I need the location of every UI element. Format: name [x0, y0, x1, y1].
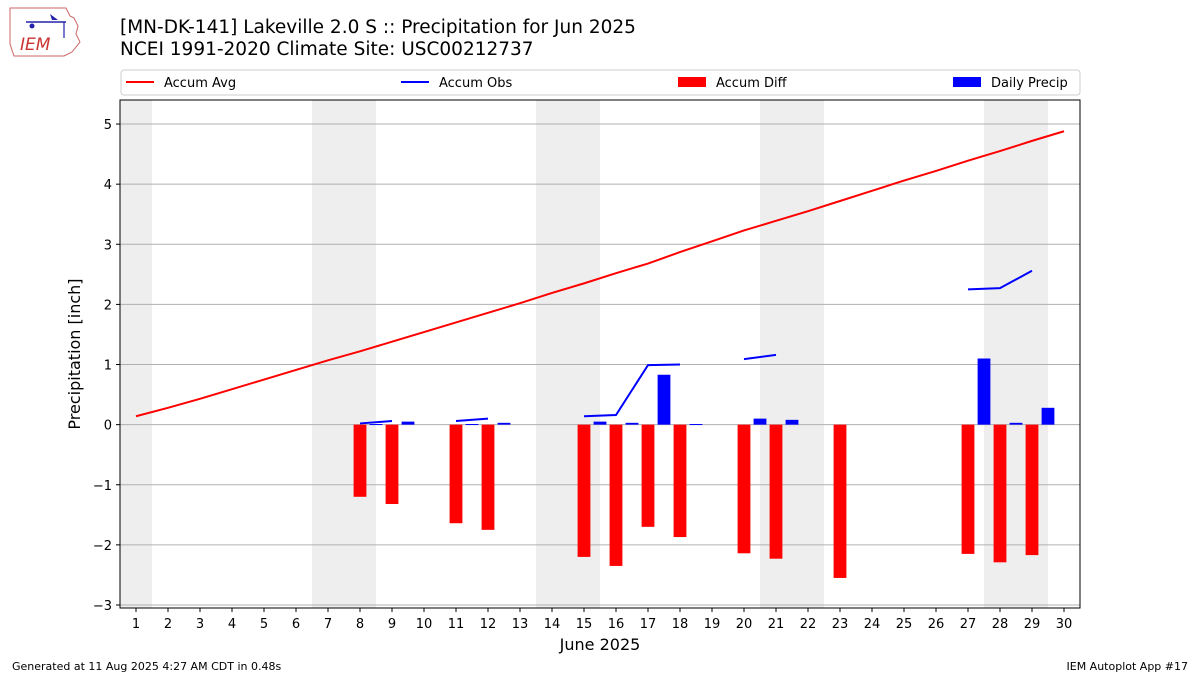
y-tick-label: 3 — [104, 238, 112, 253]
iem-logo: IEM — [6, 4, 82, 64]
daily-precip-bar — [465, 424, 479, 426]
x-tick-label: 28 — [992, 617, 1009, 632]
daily-precip-bar — [369, 424, 383, 426]
x-tick-label: 22 — [800, 617, 817, 632]
daily-precip-legend-label: Daily Precip — [991, 76, 1068, 91]
x-tick-label: 6 — [292, 617, 300, 632]
accum-obs-line — [583, 363, 681, 418]
lines — [135, 130, 1065, 425]
x-tick-label: 26 — [928, 617, 945, 632]
app-label: IEM Autoplot App #17 — [1066, 660, 1189, 673]
x-tick-label: 24 — [864, 617, 881, 632]
x-tick-label: 5 — [260, 617, 268, 632]
accum-diff-bar — [449, 424, 463, 524]
x-tick-label: 3 — [196, 617, 204, 632]
accum-obs-legend-label: Accum Obs — [439, 76, 512, 91]
daily-precip-bar — [657, 374, 671, 425]
y-tick-label: 1 — [104, 359, 112, 374]
accum-avg-legend-label: Accum Avg — [164, 76, 236, 91]
daily-precip-bar — [625, 422, 639, 425]
weekend-shading — [120, 100, 1048, 608]
legend-box — [120, 69, 1081, 96]
y-tick-label: −1 — [93, 479, 112, 494]
accum-diff-legend-label: Accum Diff — [716, 76, 788, 91]
accum-diff-bar — [385, 424, 399, 504]
accum-avg-line — [135, 130, 1065, 418]
daily-precip-bar — [401, 421, 415, 425]
accum-diff-bar — [641, 424, 655, 527]
x-tick-label: 10 — [416, 617, 433, 632]
x-tick-label: 21 — [768, 617, 785, 632]
x-tick-label: 25 — [896, 617, 913, 632]
x-tick-label: 19 — [704, 617, 721, 632]
daily-precip-bar — [785, 419, 799, 425]
y-tick-label: 4 — [104, 178, 112, 193]
x-tick-label: 18 — [672, 617, 689, 632]
accum-diff-bar — [577, 424, 591, 557]
x-tick-label: 7 — [324, 617, 332, 632]
x-tick-label: 9 — [388, 617, 396, 632]
daily-precip-bar — [593, 421, 607, 425]
x-tick-label: 29 — [1024, 617, 1041, 632]
bars — [353, 358, 1055, 578]
accum-diff-bar — [353, 424, 367, 497]
accum-diff-legend-swatch — [678, 77, 706, 87]
weekend-band — [536, 100, 600, 608]
x-tick-label: 20 — [736, 617, 753, 632]
x-tick-label: 1 — [132, 617, 140, 632]
chart-title: [MN-DK-141] Lakeville 2.0 S :: Precipita… — [120, 17, 636, 38]
legend: Accum Avg Accum Obs Accum Diff Daily Precip — [120, 69, 1081, 96]
logo-text: IEM — [20, 35, 51, 55]
generated-timestamp: Generated at 11 Aug 2025 4:27 AM CDT in … — [12, 660, 282, 673]
daily-precip-bar — [977, 358, 991, 425]
accum-obs-line — [455, 417, 489, 423]
accum-diff-bar — [737, 424, 751, 554]
daily-precip-bar — [753, 418, 767, 425]
y-tick-label: −3 — [93, 599, 112, 614]
y-axis: −3 −2 −1 0 1 2 3 4 5 — [93, 118, 120, 614]
x-tick-label: 13 — [512, 617, 529, 632]
x-axis-label: June 2025 — [559, 635, 641, 654]
x-tick-label: 27 — [960, 617, 977, 632]
accum-obs-line — [743, 353, 777, 361]
accum-diff-bar — [609, 424, 623, 566]
weekend-band — [120, 100, 152, 608]
daily-precip-bar — [1009, 422, 1023, 425]
chart-subtitle: NCEI 1991-2020 Climate Site: USC00212737 — [120, 39, 534, 60]
x-tick-label: 17 — [640, 617, 657, 632]
y-tick-label: 0 — [104, 419, 112, 434]
y-axis-label: Precipitation [inch] — [65, 278, 84, 429]
daily-precip-bar — [497, 422, 511, 425]
daily-precip-legend-swatch — [953, 77, 981, 87]
y-tick-label: 2 — [104, 298, 112, 313]
daily-precip-bar — [689, 424, 703, 426]
x-tick-label: 14 — [544, 617, 561, 632]
y-tick-label: −2 — [93, 539, 112, 554]
weekend-band — [312, 100, 376, 608]
accum-diff-bar — [833, 424, 847, 578]
x-tick-label: 4 — [228, 617, 236, 632]
x-tick-label: 11 — [448, 617, 465, 632]
plot-frame — [119, 99, 1081, 609]
accum-diff-bar — [481, 424, 495, 530]
accum-diff-bar — [1025, 424, 1039, 556]
daily-precip-bar — [1041, 407, 1055, 425]
x-tick-label: 23 — [832, 617, 849, 632]
accum-diff-bar — [993, 424, 1007, 563]
x-tick-label: 2 — [164, 617, 172, 632]
x-tick-label: 12 — [480, 617, 497, 632]
accum-diff-bar — [961, 424, 975, 554]
y-tick-label: 5 — [104, 118, 112, 133]
y-gridlines — [120, 123, 1080, 606]
x-tick-label: 15 — [576, 617, 593, 632]
accum-obs-line — [359, 420, 393, 425]
x-tick-label: 30 — [1056, 617, 1073, 632]
accum-diff-bar — [769, 424, 783, 559]
x-axis: 1 2 3 4 5 6 7 8 9 10 11 12 13 14 15 16 17 18 19 20 21 22 23 24 2… — [132, 608, 1072, 632]
x-tick-label: 16 — [608, 617, 625, 632]
x-tick-label: 8 — [356, 617, 364, 632]
accum-obs-line — [967, 269, 1033, 291]
accum-diff-bar — [673, 424, 687, 538]
